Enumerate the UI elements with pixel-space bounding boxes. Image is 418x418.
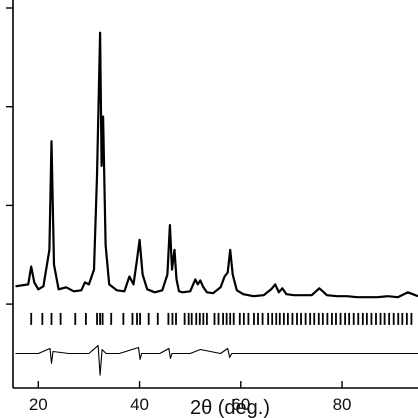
difference-curve (15, 345, 418, 376)
x-tick-label: 40 (130, 395, 149, 414)
y-axis-ticks (6, 7, 13, 305)
x-axis-ticks: 20 40 60 80 (29, 381, 352, 414)
x-tick-label: 20 (29, 395, 48, 414)
x-tick-label: 60 (231, 395, 250, 414)
reflection-marker-row (30, 312, 413, 325)
x-tick-label: 80 (333, 395, 352, 414)
pattern-curve (15, 31, 418, 299)
x-axis-label: 2θ (deg.) (190, 397, 270, 418)
series-layer (15, 31, 418, 376)
